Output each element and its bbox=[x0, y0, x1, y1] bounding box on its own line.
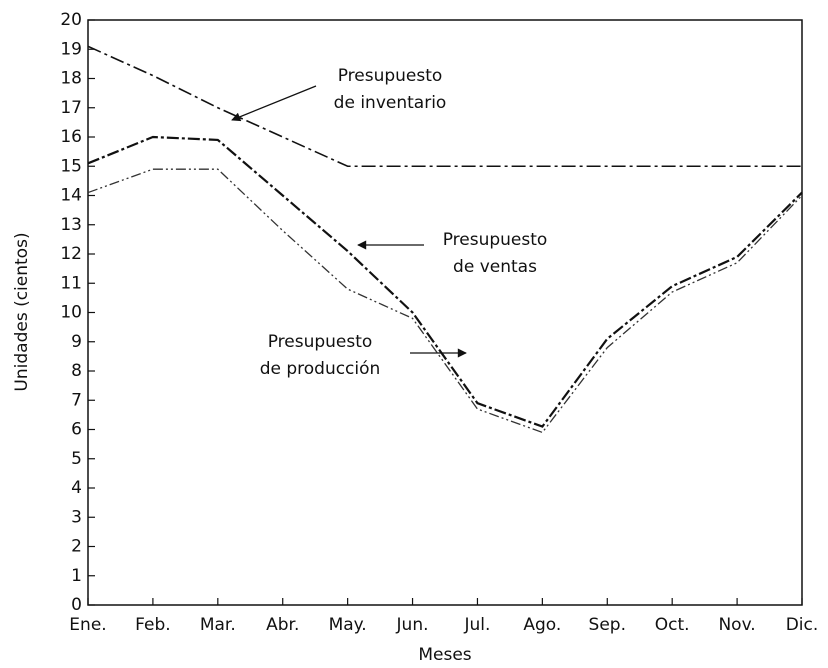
x-tick-label: May. bbox=[329, 615, 367, 635]
x-tick-label: Ago. bbox=[523, 615, 561, 635]
annotation: Presupuesto bbox=[443, 230, 548, 250]
y-tick-label: 20 bbox=[60, 10, 82, 30]
annotation: Presupuesto bbox=[338, 66, 443, 86]
y-tick-label: 19 bbox=[60, 39, 82, 59]
y-tick-label: 5 bbox=[71, 449, 82, 469]
y-tick-label: 2 bbox=[71, 537, 82, 557]
series-line bbox=[87, 168, 803, 434]
x-tick-label: Dic. bbox=[786, 615, 819, 635]
y-tick-label: 17 bbox=[60, 98, 82, 118]
y-tick-label: 6 bbox=[71, 420, 82, 440]
y-tick-label: 4 bbox=[71, 478, 82, 498]
annotation: Presupuesto bbox=[268, 332, 373, 352]
y-tick-label: 18 bbox=[60, 69, 82, 89]
y-tick-label: 9 bbox=[71, 332, 82, 352]
x-tick-label: Sep. bbox=[589, 615, 626, 635]
series-line bbox=[87, 135, 803, 428]
x-tick-label: Oct. bbox=[655, 615, 690, 635]
y-tick-label: 12 bbox=[60, 244, 82, 264]
x-tick-label: Jul. bbox=[463, 615, 490, 635]
y-tick-label: 8 bbox=[71, 361, 82, 381]
y-tick-label: 7 bbox=[71, 390, 82, 410]
annotation: de ventas bbox=[453, 257, 537, 277]
x-tick-label: Mar. bbox=[200, 615, 236, 635]
annotation: de inventario bbox=[334, 93, 447, 113]
y-tick-label: 15 bbox=[60, 156, 82, 176]
annotation: de producción bbox=[260, 359, 381, 379]
x-axis-label: Meses bbox=[418, 645, 471, 665]
y-tick-label: 13 bbox=[60, 215, 82, 235]
y-tick-label: 11 bbox=[60, 273, 82, 293]
y-tick-label: 3 bbox=[71, 507, 82, 527]
x-tick-label: Abr. bbox=[266, 615, 299, 635]
y-tick-label: 0 bbox=[71, 595, 82, 615]
y-tick-label: 10 bbox=[60, 303, 82, 323]
x-tick-label: Jun. bbox=[396, 615, 429, 635]
x-tick-label: Nov. bbox=[718, 615, 755, 635]
y-tick-label: 1 bbox=[71, 566, 82, 586]
series-line bbox=[87, 45, 802, 168]
y-tick-label: 16 bbox=[60, 127, 82, 147]
arrow bbox=[231, 85, 317, 122]
x-tick-label: Feb. bbox=[135, 615, 171, 635]
x-tick-label: Ene. bbox=[69, 615, 106, 635]
y-tick-label: 14 bbox=[60, 186, 82, 206]
y-axis-label: Unidades (cientos) bbox=[12, 232, 32, 391]
